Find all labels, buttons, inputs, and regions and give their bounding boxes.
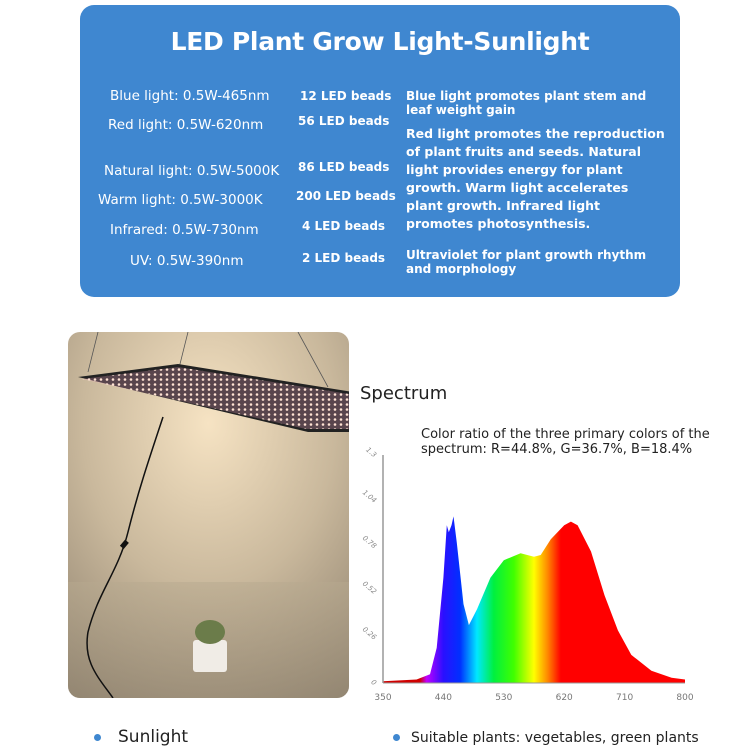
spectrum-chart: 350 440 530 620 710 800 0 0.26 0.52 0.78 1.04 1.3 [361,446,694,703]
y-tick-label: 0.52 [361,580,379,596]
spec-beads: 86 LED beads [298,160,390,174]
bullet-icon [94,734,101,741]
spec-beads: 200 LED beads [296,189,396,203]
bullet-icon [393,734,400,741]
product-photo [68,332,349,698]
x-tick-label: 620 [556,693,573,703]
spec-label: UV: 0.5W-390nm [130,253,244,269]
panel-title: LED Plant Grow Light-Sunlight [170,27,590,56]
bottom-right-label: Suitable plants: vegetables, green plant… [411,730,699,746]
y-tick-label: 1.3 [364,446,378,459]
spec-beads: 2 LED beads [302,251,386,265]
description-uv: Ultraviolet for plant growth rhythm and … [406,248,647,276]
spec-label: Infrared: 0.5W-730nm [110,222,259,238]
bottom-left-label: Sunlight [118,727,189,747]
y-tick-label: 0.26 [361,625,379,641]
spec-label: Warm light: 0.5W-3000K [98,192,263,208]
info-panel: LED Plant Grow Light-Sunlight Blue light… [80,5,680,297]
description-red-natural: Red light promotes the reproduction of p… [406,126,665,231]
spec-label: Red light: 0.5W-620nm [108,117,264,133]
x-tick-label: 350 [374,693,391,703]
color-ratio-text: Color ratio of the three primary colors … [421,427,710,457]
spec-beads: 12 LED beads [300,89,392,103]
x-tick-label: 710 [616,693,633,703]
spec-label: Natural light: 0.5W-5000K [104,163,280,179]
y-tick-label: 1.04 [361,489,378,505]
spec-label: Blue light: 0.5W-465nm [110,88,270,104]
spec-beads: 56 LED beads [298,114,390,128]
spec-beads: 4 LED beads [302,219,386,233]
x-tick-label: 800 [676,693,693,703]
y-tick-label: 0 [369,678,378,687]
x-tick-label: 440 [435,693,452,703]
y-tick-label: 0.78 [361,534,379,550]
description-blue: Blue light promotes plant stem and leaf … [406,89,647,117]
spectrum-title: Spectrum [360,383,448,404]
spectrum-area [383,516,685,683]
x-tick-label: 530 [495,693,512,703]
